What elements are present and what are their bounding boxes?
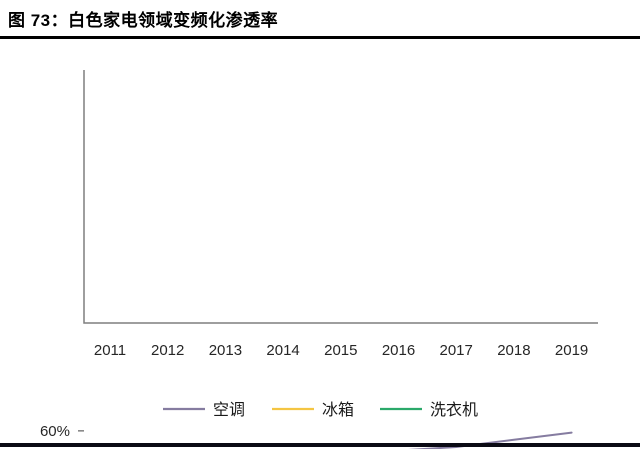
x-tick-label: 2017	[440, 342, 473, 359]
y-tick-label: 60%	[40, 423, 70, 440]
x-tick-label: 2015	[324, 342, 357, 359]
x-tick-label: 2019	[555, 342, 588, 359]
series-line-0	[408, 431, 573, 449]
axes	[83, 70, 598, 324]
title-rule	[0, 36, 640, 39]
x-tick-label: 2013	[209, 342, 242, 359]
legend-label: 空调	[213, 401, 245, 419]
x-tick-label: 2011	[94, 342, 126, 359]
figure-title: 图 73：白色家电领域变频化渗透率	[8, 11, 279, 30]
legend-label: 洗衣机	[430, 401, 478, 419]
x-tick-label: 2016	[382, 342, 415, 359]
x-tick-label: 2012	[151, 342, 184, 359]
x-tick-label: 2014	[266, 342, 299, 359]
legend-label: 冰箱	[322, 401, 354, 419]
x-tick-label: 2018	[497, 342, 530, 359]
bottom-rule	[0, 443, 640, 447]
